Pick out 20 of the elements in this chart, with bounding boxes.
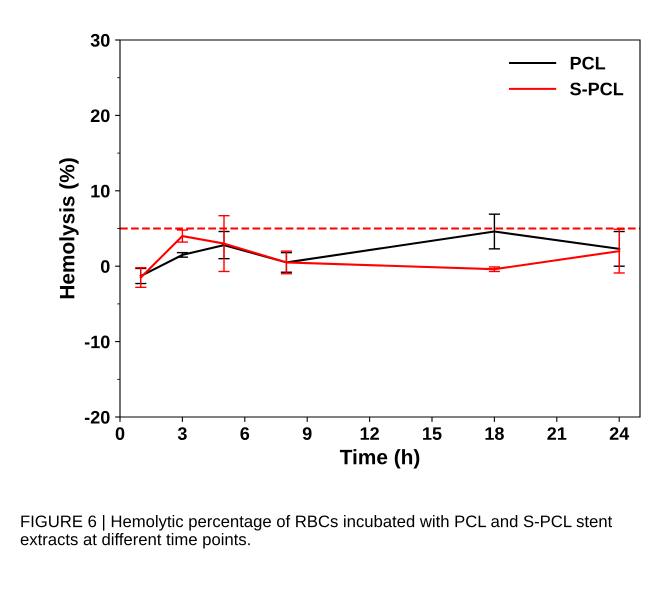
y-tick-label: 30 — [90, 34, 110, 47]
legend-label: S-PCL — [570, 82, 624, 96]
legend-label: PCL — [570, 56, 606, 70]
y-tick-label: -10 — [84, 336, 110, 348]
x-tick-label: 6 — [240, 427, 250, 440]
x-tick-label: 9 — [302, 427, 312, 440]
y-axis-title: Hemolysis (%) — [59, 158, 79, 298]
y-tick-label: 0 — [100, 260, 110, 273]
y-tick-label: -20 — [84, 410, 110, 424]
x-tick-label: 18 — [485, 427, 504, 440]
x-tick-label: 24 — [610, 427, 630, 440]
x-tick-label: 21 — [547, 427, 566, 440]
caption: FIGURE 6 | Hemolytic percentage of RBCs incubated with PCL and S-PCL stent extracts at different time points. — [20, 515, 612, 549]
x-tick-label: 15 — [423, 427, 442, 440]
x-axis-title: Time (h) — [340, 449, 420, 469]
x-tick-label: 3 — [178, 427, 187, 440]
y-tick-label: 10 — [91, 184, 110, 198]
x-tick-label: 0 — [116, 427, 124, 440]
y-tick-label: 20 — [90, 109, 110, 122]
x-tick-label: 12 — [360, 427, 379, 440]
